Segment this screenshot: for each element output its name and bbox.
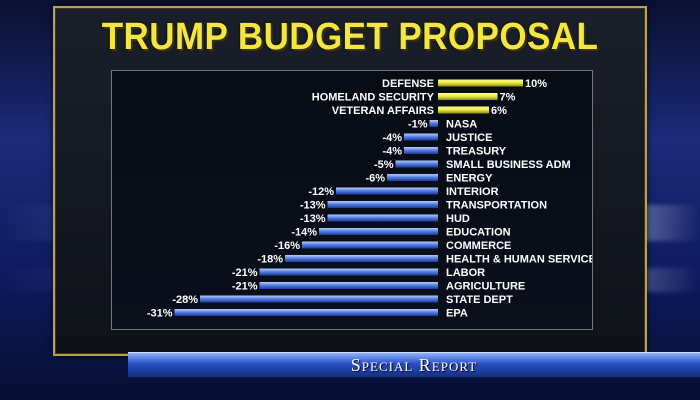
value-label: -13% [300,213,326,225]
category-label: AGRICULTURE [446,281,525,293]
value-label: -16% [274,240,300,252]
chart-title: TRUMP BUDGET PROPOSAL [101,16,599,58]
category-label: HOMELAND SECURITY [312,92,435,104]
bar-treasury [404,147,438,154]
value-label: 6% [491,105,507,117]
value-label: -6% [365,173,385,185]
bar-state-dept [200,295,438,303]
bar-homeland-security [438,93,498,100]
value-label: -13% [300,200,326,212]
bar-energy [387,174,438,181]
bar-veteran-affairs [438,106,489,114]
bar-defense [438,79,523,87]
category-label: STATE DEPT [446,294,513,306]
category-label: DEFENSE [382,78,434,90]
value-label: -12% [308,186,334,198]
bar-transportation [327,201,438,208]
value-label: -21% [232,267,258,279]
category-label: HUD [446,213,470,225]
category-label: EDUCATION [446,227,511,239]
chart-panel: DEFENSE 10% HOMELAND SECURITY 7% VETERAN AFF… [111,70,593,330]
value-label: -28% [172,294,198,306]
value-label: 7% [500,92,516,104]
category-label: COMMERCE [446,240,511,252]
graphic-frame: TRUMP BUDGET PROPOSAL DEFENSE 10% HOMELAND… [53,6,647,356]
bar-interior [336,187,438,195]
category-label: ENERGY [446,173,493,185]
bar-labor [259,268,438,276]
bar-nasa [429,120,438,127]
category-label: EPA [446,308,468,320]
category-label: TREASURY [446,146,507,158]
value-label: -4% [382,132,402,144]
value-label: -31% [147,308,173,320]
value-label: -18% [257,254,283,266]
category-label: LABOR [446,267,485,279]
bar-epa [174,309,438,316]
category-label: JUSTICE [446,132,492,144]
bar-health-human-services [285,255,438,262]
category-label: NASA [446,119,477,131]
category-label: INTERIOR [446,186,499,198]
special-report-banner: Special Report [128,352,700,378]
value-label: 10% [525,78,547,90]
bar-commerce [302,241,438,249]
value-label: -21% [232,281,258,293]
bar-agriculture [259,282,438,289]
value-label: -1% [408,119,428,131]
category-label: TRANSPORTATION [446,200,547,212]
category-label: VETERAN AFFAIRS [332,105,434,117]
bar-hud [327,214,438,222]
bar-education [319,228,438,235]
bar-small-business-adm [395,160,438,168]
banner-text: Special Report [350,355,478,375]
category-label: HEALTH & HUMAN SERVICES [446,254,592,266]
value-label: -4% [382,146,402,158]
bar-justice [404,133,438,141]
value-label: -14% [291,227,317,239]
value-label: -5% [374,159,394,171]
bar-chart: DEFENSE 10% HOMELAND SECURITY 7% VETERAN AFF… [147,78,592,320]
category-label: SMALL BUSINESS ADM [446,159,571,171]
